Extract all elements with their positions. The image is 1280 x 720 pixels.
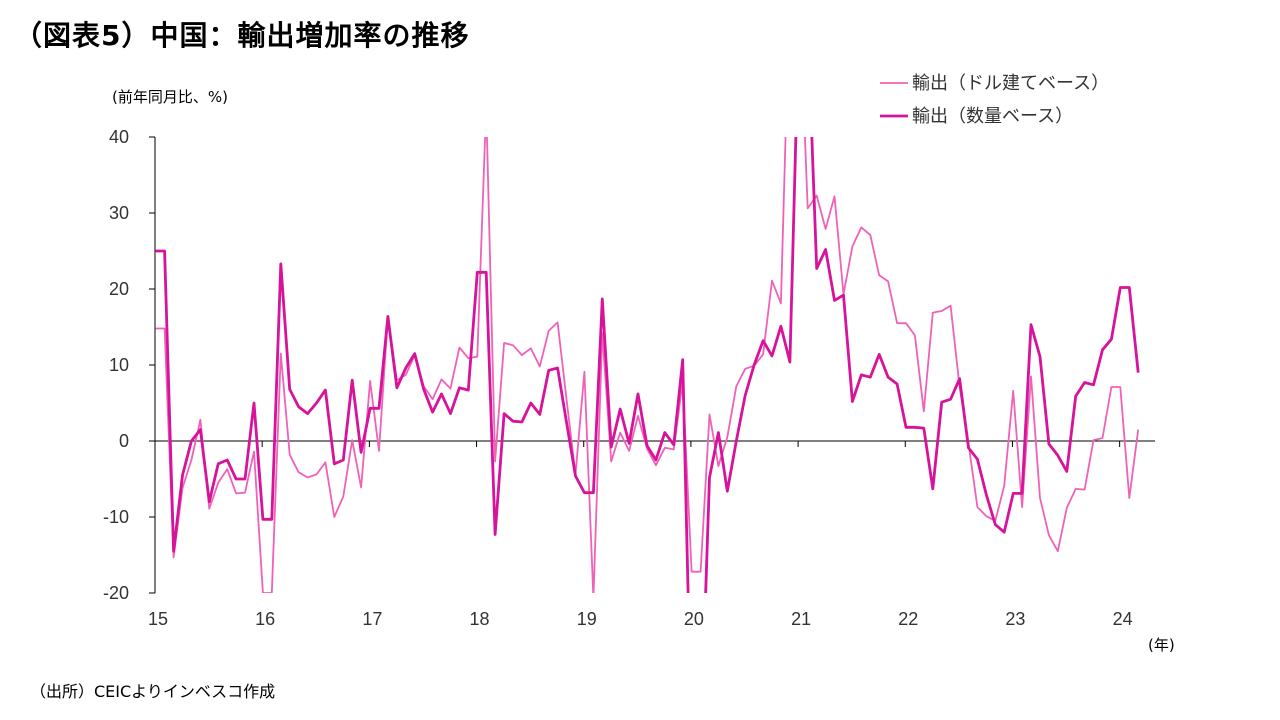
x-tick-label: 22: [898, 609, 918, 629]
legend-label: 輸出（数量ベース）: [912, 106, 1073, 127]
x-tick-label: 23: [1005, 609, 1025, 629]
y-tick-label: -20: [103, 583, 129, 603]
y-tick-label: 10: [109, 355, 129, 375]
y-unit-label: (前年同月比、%): [112, 88, 228, 106]
y-tick-label: 40: [109, 127, 129, 147]
y-tick-label: 30: [109, 203, 129, 223]
x-ticks: 15 16 17 18 19 20 21 22 23 24: [148, 441, 1133, 629]
x-tick-label: 20: [684, 609, 704, 629]
x-tick-label: 17: [362, 609, 382, 629]
x-tick-label: 19: [577, 609, 597, 629]
series-lines: [155, 137, 1140, 593]
x-tick-label: 24: [1113, 609, 1133, 629]
legend: 輸出（ドル建てベース） 輸出（数量ベース）: [880, 73, 1109, 127]
x-tick-label: 21: [791, 609, 811, 629]
x-unit-label: (年): [1148, 636, 1175, 654]
y-tick-label: 20: [109, 279, 129, 299]
legend-label: 輸出（ドル建てベース）: [912, 73, 1109, 94]
x-tick-label: 16: [255, 609, 275, 629]
x-tick-label: 18: [470, 609, 490, 629]
y-tick-label: 0: [119, 431, 129, 451]
y-ticks: 40 30 20 10 0 -10 -20: [103, 127, 155, 603]
series-line-volume: [155, 137, 1140, 593]
y-tick-label: -10: [103, 507, 129, 527]
series-line-dollar: [155, 137, 1140, 593]
source-note: （出所）CEICよりインベスコ作成: [30, 682, 276, 701]
chart-title: （図表5）中国：輸出増加率の推移: [14, 19, 470, 52]
x-tick-label: 15: [148, 609, 168, 629]
